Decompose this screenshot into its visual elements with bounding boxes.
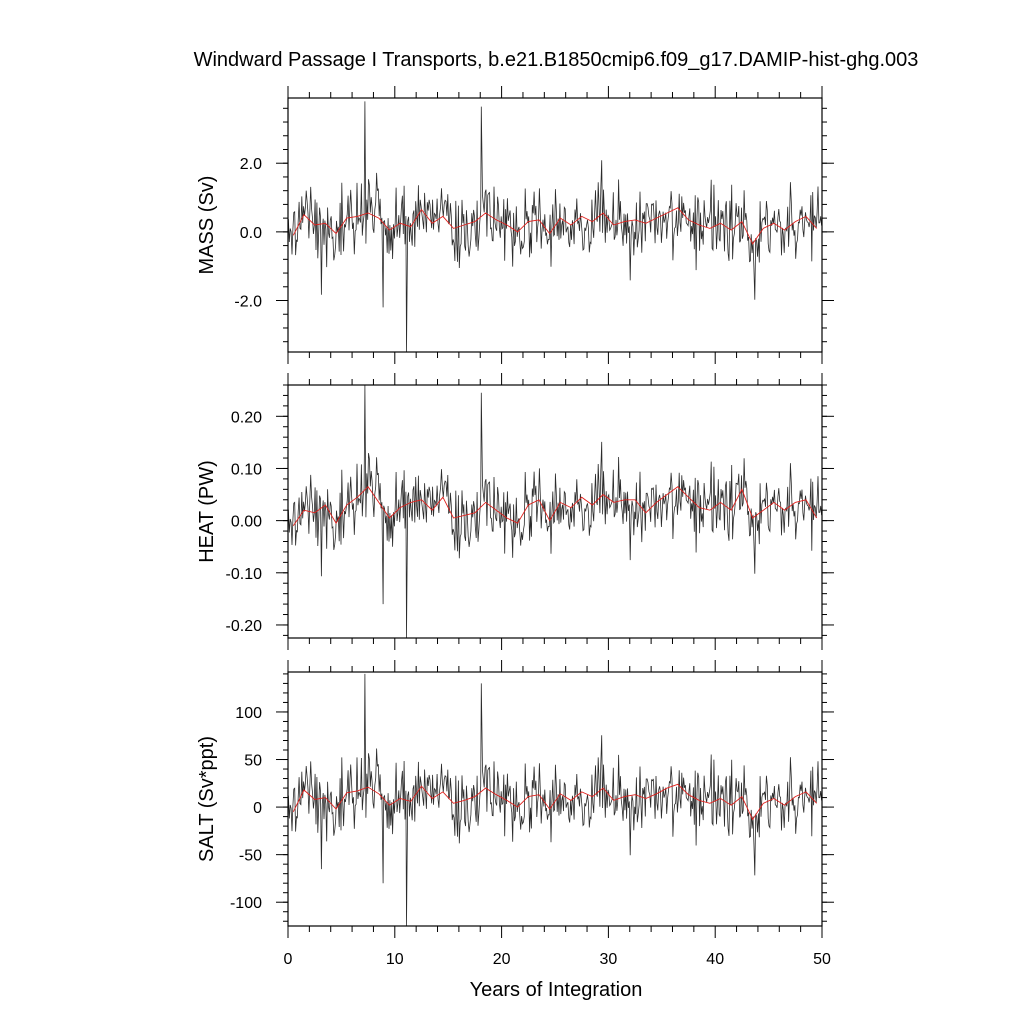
series-salt-annual-mean	[292, 783, 818, 821]
x-tick-label: 30	[600, 951, 618, 968]
y-tick-label-mass: 2.0	[240, 156, 262, 173]
series-heat-monthly	[288, 384, 822, 639]
y-tick-label-heat: -0.20	[226, 618, 263, 635]
y-tick-label-salt: -100	[230, 895, 262, 912]
panel-heat: -0.20 -0.10 0.00 0.10 0.20 HEAT (PW)	[196, 373, 834, 650]
y-tick-label-heat: -0.10	[226, 566, 263, 583]
y-axis-label-salt: SALT (Sv*ppt)	[196, 736, 218, 862]
series-salt-monthly	[288, 673, 822, 927]
y-tick-label-mass: -2.0	[234, 294, 262, 311]
panel-mass: -2.0 0.0 2.0 MASS (Sv)	[196, 86, 834, 364]
x-tick-label: 0	[284, 951, 293, 968]
y-tick-label-salt: 0	[253, 800, 262, 817]
panel-frame-mass	[287, 97, 823, 353]
y-tick-label-salt: 50	[244, 753, 262, 770]
panel-frame-salt	[287, 671, 823, 927]
x-axis-label: Years of Integration	[470, 979, 643, 1001]
y-axis-label-mass: MASS (Sv)	[196, 176, 218, 275]
y-tick-label-mass: 0.0	[240, 225, 262, 242]
panels: -2.0 0.0 2.0 MASS (Sv) -0.20 -0.10 0.00 0.10 0.2…	[196, 86, 834, 968]
panel-frame-heat	[287, 384, 823, 639]
x-tick-label: 10	[386, 951, 404, 968]
series-mass-monthly	[288, 101, 822, 353]
chart-title: Windward Passage I Transports, b.e21.B18…	[194, 49, 919, 71]
y-tick-label-heat: 0.20	[231, 409, 262, 426]
y-axis-label-heat: HEAT (PW)	[196, 460, 218, 563]
y-tick-label-heat: 0.00	[231, 514, 262, 531]
y-tick-label-heat: 0.10	[231, 461, 262, 478]
x-tick-label: 50	[813, 951, 831, 968]
panel-salt: -100 -50 0 50 100 SALT (Sv*ppt)	[196, 660, 834, 938]
y-tick-label-salt: -50	[239, 848, 262, 865]
x-tick-label: 20	[493, 951, 511, 968]
x-tick-label: 40	[706, 951, 724, 968]
series-mass-annual-mean	[292, 207, 818, 245]
series-heat-annual-mean	[292, 486, 818, 527]
y-tick-label-salt: 100	[235, 705, 262, 722]
